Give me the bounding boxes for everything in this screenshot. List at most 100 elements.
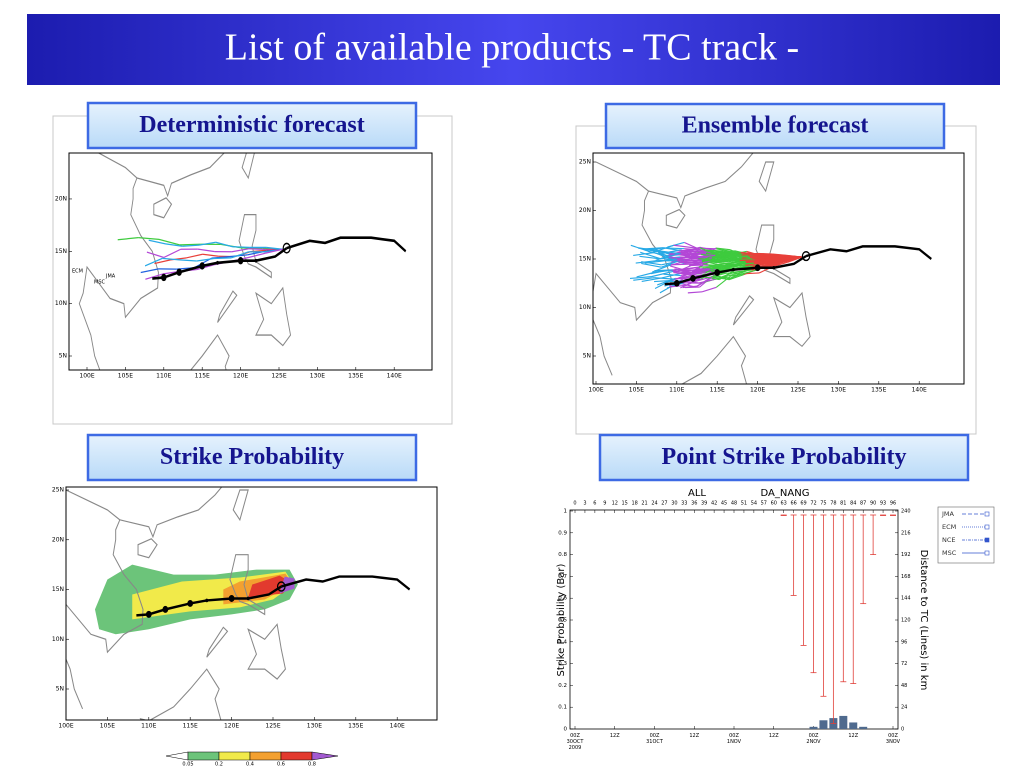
y-tick-label: 0.6 bbox=[558, 596, 567, 602]
ensemble-track bbox=[689, 272, 706, 276]
x-tick-label: 125E bbox=[271, 373, 286, 380]
ensemble-track bbox=[241, 247, 263, 250]
y-tick-label: 0.7 bbox=[558, 574, 567, 580]
top-tick-label: 42 bbox=[711, 501, 717, 507]
ensemble-track bbox=[733, 268, 751, 276]
y-tick-label: 15N bbox=[52, 586, 64, 593]
colorbar-label: 0.2 bbox=[215, 762, 223, 768]
ensemble-track bbox=[654, 278, 674, 290]
top-tick-label: 57 bbox=[761, 501, 767, 507]
ensemble-track bbox=[699, 247, 721, 256]
y2-tick-label: 192 bbox=[901, 552, 911, 558]
x-tick-label: 140E bbox=[912, 387, 927, 394]
x-tick-label: 110E bbox=[156, 373, 171, 380]
ensemble-track bbox=[138, 237, 160, 240]
y-tick-label: 0.4 bbox=[558, 639, 567, 645]
top-tick-label: 45 bbox=[721, 501, 727, 507]
ensemble-track bbox=[687, 291, 703, 294]
top-tick-label: 84 bbox=[850, 501, 856, 507]
x-tick-label: 115E bbox=[710, 387, 725, 394]
top-tick-label: 81 bbox=[840, 501, 846, 507]
ensemble-track bbox=[689, 263, 709, 266]
top-tick-label: 54 bbox=[751, 501, 757, 507]
colorbar-end bbox=[311, 751, 339, 761]
x-tick-label: 140E bbox=[390, 723, 405, 730]
colorbar-label: 0.6 bbox=[277, 762, 285, 768]
x-tick-label: 140E bbox=[387, 373, 402, 380]
ensemble-track bbox=[211, 256, 230, 259]
ensemble-track bbox=[182, 244, 200, 247]
y-tick-label: 0.5 bbox=[558, 618, 567, 624]
ensemble-track bbox=[117, 237, 139, 241]
x-tick-label: 00Z 2NOV bbox=[806, 733, 821, 745]
ensemble-track bbox=[664, 247, 685, 250]
ensemble-track bbox=[697, 254, 716, 259]
y2-tick-label: 48 bbox=[901, 683, 907, 689]
ensemble-track bbox=[680, 249, 699, 259]
probability-bar bbox=[809, 726, 818, 729]
ensemble-track bbox=[732, 253, 751, 259]
track-label: ECM bbox=[72, 269, 83, 275]
legend-label: ECM bbox=[942, 523, 956, 531]
ensemble-track bbox=[680, 252, 701, 255]
colorbar-label: 0.8 bbox=[308, 762, 316, 768]
ensemble-track bbox=[197, 248, 215, 253]
colorbar-label: 0.4 bbox=[246, 762, 254, 768]
x-tick-label: 110E bbox=[141, 723, 156, 730]
x-tick-label: 12Z bbox=[610, 733, 620, 739]
x-tick-label: 120E bbox=[224, 723, 239, 730]
x-tick-label: 105E bbox=[100, 723, 115, 730]
top-tick-label: 96 bbox=[890, 501, 896, 507]
x-tick-label: 12Z bbox=[769, 733, 779, 739]
x-tick-label: 100E bbox=[588, 387, 603, 394]
map-frame bbox=[592, 152, 965, 385]
ensemble-track bbox=[731, 260, 746, 264]
y-axis-label: Strike Probability (Bar) bbox=[556, 563, 567, 676]
ensemble-track bbox=[654, 269, 673, 272]
ensemble-track bbox=[737, 262, 754, 266]
y-tick-label: 0 bbox=[564, 727, 568, 733]
probability-bar bbox=[839, 715, 848, 729]
legend-label: MSC bbox=[942, 549, 957, 557]
x-tick-label: 00Z 1NOV bbox=[727, 733, 742, 745]
ensemble-track bbox=[265, 248, 283, 254]
geo bbox=[66, 487, 410, 720]
y-tick-label: 20N bbox=[579, 207, 591, 214]
ensemble-track bbox=[673, 244, 696, 249]
y-tick-label: 0.8 bbox=[558, 552, 567, 558]
ensemble-track bbox=[651, 270, 674, 278]
ensemble-track bbox=[644, 260, 665, 264]
ensemble-track bbox=[213, 257, 232, 260]
ensemble-track bbox=[640, 251, 661, 260]
top-tick-label: 12 bbox=[612, 501, 618, 507]
ensemble-track bbox=[654, 248, 673, 257]
ensemble-track bbox=[716, 275, 731, 288]
y-tick-label: 5N bbox=[56, 686, 64, 693]
legend-box bbox=[937, 506, 995, 564]
legend-marker bbox=[984, 511, 990, 517]
ensemble-track bbox=[753, 258, 770, 264]
colorbar-segment bbox=[218, 751, 251, 761]
top-tick-label: 36 bbox=[691, 501, 697, 507]
ensemble-track bbox=[146, 251, 164, 259]
top-tick-label: 3 bbox=[583, 501, 586, 507]
y2-tick-label: 96 bbox=[901, 639, 907, 645]
ensemble-track bbox=[145, 273, 163, 280]
y-tick-label: 0.3 bbox=[558, 661, 567, 667]
ensemble-track bbox=[165, 243, 183, 247]
ensemble-track bbox=[744, 272, 760, 275]
ensemble-track bbox=[232, 246, 250, 249]
x-tick-label: 125E bbox=[265, 723, 280, 730]
y2-tick-label: 216 bbox=[901, 530, 911, 536]
top-tick-label: 93 bbox=[880, 501, 886, 507]
y-tick-label: 5N bbox=[583, 353, 591, 360]
map-frame bbox=[68, 152, 433, 371]
ensemble-track bbox=[682, 285, 698, 289]
panel-label: Deterministic forecast bbox=[139, 112, 364, 138]
ensemble-track bbox=[691, 268, 710, 271]
ensemble-track bbox=[179, 243, 201, 246]
y2-tick-label: 120 bbox=[901, 618, 911, 624]
top-tick-label: 0 bbox=[573, 501, 576, 507]
ensemble-track bbox=[140, 268, 159, 274]
